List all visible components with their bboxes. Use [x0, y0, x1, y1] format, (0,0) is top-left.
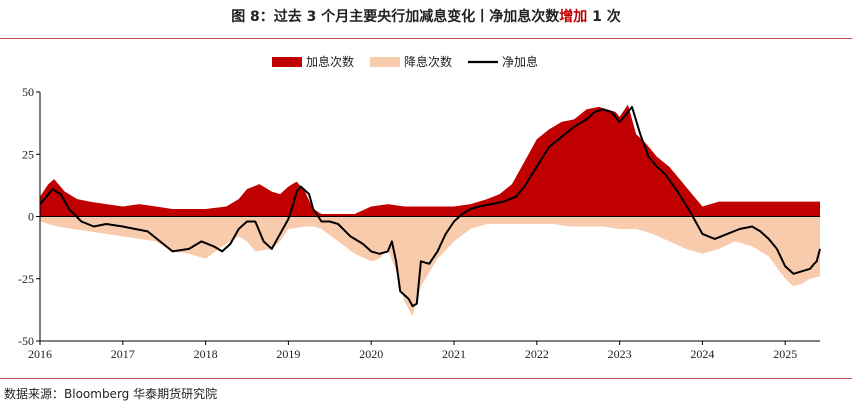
source-note: 数据来源：Bloomberg 华泰期货研究院: [4, 387, 218, 401]
x-tick-label: 2016: [28, 347, 52, 361]
hike-area: [40, 104, 820, 217]
chart-title-main: 图 8：过去 3 个月主要央行加减息变化丨净加息次数: [231, 9, 560, 25]
legend-hike-swatch: [272, 57, 302, 67]
chart-title-accent: 增加: [559, 9, 588, 25]
y-tick-label: 50: [22, 85, 34, 99]
y-tick-label: 0: [28, 210, 34, 224]
x-tick-label: 2023: [608, 347, 632, 361]
legend-hike-label: 加息次数: [306, 54, 354, 69]
chart-title: 图 8：过去 3 个月主要央行加减息变化丨净加息次数增加 1 次: [0, 6, 852, 26]
x-tick-label: 2019: [276, 347, 300, 361]
chart-title-tail: 1 次: [587, 9, 621, 25]
x-tick-label: 2024: [690, 347, 714, 361]
x-tick-label: 2020: [359, 347, 383, 361]
title-divider: [0, 38, 852, 39]
cut-area: [40, 216, 820, 317]
footer-divider: [0, 378, 852, 379]
net-line: [39, 105, 821, 308]
y-tick-label: -50: [18, 334, 34, 348]
x-tick-label: 2022: [525, 347, 549, 361]
legend-net-label: 净加息: [502, 54, 538, 69]
y-tick-label: -25: [18, 272, 34, 286]
x-tick-label: 2025: [773, 347, 797, 361]
x-tick-label: 2021: [442, 347, 466, 361]
x-tick-label: 2017: [111, 347, 135, 361]
legend-cut-label: 降息次数: [404, 54, 452, 69]
x-tick-label: 2018: [194, 347, 218, 361]
y-tick-label: 25: [22, 147, 34, 161]
legend-cut-swatch: [370, 57, 400, 67]
